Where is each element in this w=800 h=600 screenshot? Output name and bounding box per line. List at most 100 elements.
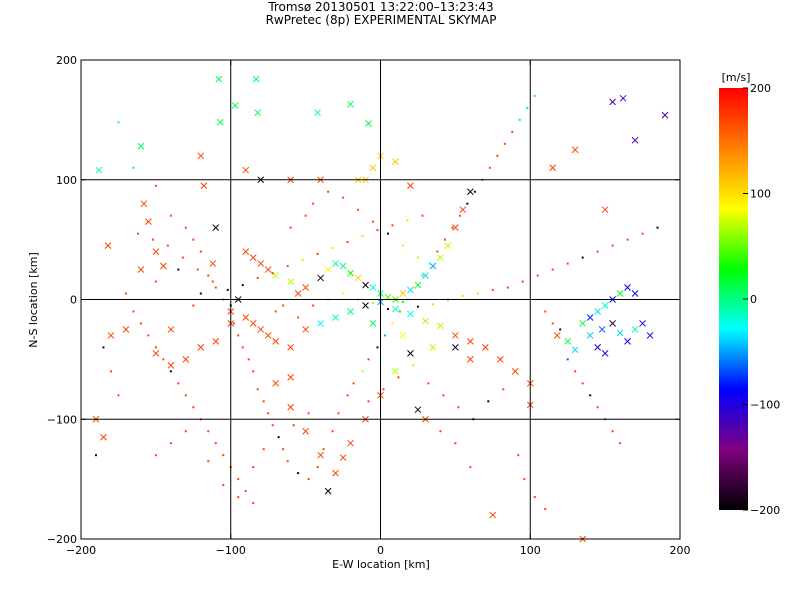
cross-stroke [564, 338, 572, 345]
data-point-cross [609, 98, 616, 106]
data-point-dot [237, 496, 240, 499]
cross-stroke [287, 278, 295, 285]
data-point-dot [132, 166, 135, 169]
data-point-dot [406, 219, 409, 222]
data-point-dot [372, 302, 375, 305]
data-point-dot [244, 490, 247, 493]
cross-stroke [619, 94, 627, 102]
data-point-cross [264, 332, 272, 339]
data-point-dot [566, 358, 569, 361]
data-point-dot [177, 382, 180, 385]
colorbar-ticks: 200 100 0 −100 −200 [743, 82, 780, 517]
data-point-dot [503, 142, 506, 145]
data-point-dot [162, 358, 165, 361]
data-point-dot [222, 454, 225, 457]
data-point-cross [392, 158, 399, 166]
colorbar-tick-label: 100 [750, 188, 771, 201]
data-point-dot [367, 358, 370, 361]
data-point-cross [362, 281, 369, 289]
cross-stroke [294, 290, 302, 297]
data-point-dot [262, 448, 265, 451]
data-point-cross [249, 320, 257, 327]
data-point-dot [551, 322, 554, 325]
data-point-cross [407, 182, 414, 190]
cross-stroke [437, 254, 444, 261]
cross-stroke [242, 314, 250, 321]
data-point-dot [626, 238, 629, 241]
chart-subtitle: RwPretec (8p) EXPERIMENTAL SKYMAP [266, 13, 497, 27]
cross-stroke [249, 320, 257, 327]
data-point-cross [365, 120, 372, 127]
data-point-dot [292, 424, 295, 427]
cross-stroke [317, 274, 324, 282]
data-point-dot [169, 214, 172, 217]
cross-stroke [242, 248, 250, 255]
data-point-cross [369, 320, 377, 327]
data-point-dot [391, 322, 394, 325]
data-point-cross [104, 242, 112, 249]
cross-stroke [631, 290, 639, 297]
data-point-cross [231, 102, 239, 109]
data-point-cross [339, 454, 347, 461]
cross-stroke [631, 136, 639, 144]
data-point-cross [182, 356, 190, 363]
data-point-dot [491, 288, 494, 291]
data-point-cross [616, 329, 624, 337]
data-point-dot [147, 334, 150, 337]
data-point-cross [481, 344, 489, 351]
data-point-dot [518, 118, 521, 121]
data-point-cross [609, 320, 616, 327]
data-point-cross [399, 332, 407, 339]
data-point-cross [264, 266, 272, 273]
data-point-dot [431, 303, 434, 306]
data-point-dot [331, 247, 334, 250]
data-point-dot [184, 394, 187, 397]
grid-lines [81, 60, 680, 539]
colorbar-tick-label: −200 [750, 504, 780, 517]
data-point-dot [327, 190, 330, 193]
data-point-cross [452, 224, 459, 232]
data-point-dot [436, 250, 439, 253]
data-point-cross [287, 403, 295, 411]
cross-stroke [601, 206, 609, 214]
data-point-dot [184, 226, 187, 229]
data-point-dot [372, 220, 375, 223]
data-point-dot [312, 202, 315, 205]
cross-stroke [369, 284, 377, 291]
cross-stroke [452, 224, 459, 232]
cross-stroke [302, 326, 309, 333]
data-point-dot [94, 454, 97, 457]
data-point-dot [331, 430, 334, 433]
cross-stroke [339, 262, 347, 270]
cross-stroke [369, 320, 377, 327]
y-tick-label: −100 [47, 413, 77, 426]
data-point-cross [553, 332, 561, 339]
cross-stroke [609, 320, 616, 327]
x-tick-label: −100 [216, 544, 246, 557]
data-point-cross [594, 344, 601, 351]
data-point-dot [282, 304, 285, 307]
y-tick-label: 100 [56, 174, 77, 187]
cross-stroke [452, 332, 459, 339]
data-point-cross [624, 338, 631, 345]
data-point-dot [442, 394, 445, 397]
data-point-dot [304, 214, 307, 217]
cross-stroke [209, 260, 217, 267]
cross-stroke [339, 454, 347, 461]
data-point-dot [192, 238, 195, 241]
data-point-dot [469, 466, 472, 469]
cross-stroke [347, 100, 354, 108]
cross-stroke [549, 164, 557, 172]
data-point-cross [564, 338, 572, 345]
data-point-cross [347, 269, 354, 277]
cross-stroke [392, 305, 399, 313]
cross-stroke [272, 338, 280, 345]
data-point-cross [586, 332, 594, 339]
data-point-dot [117, 394, 120, 397]
data-point-cross [317, 274, 324, 282]
data-point-cross [619, 94, 627, 102]
colorbar-tick-label: −100 [750, 399, 780, 412]
data-point-cross [489, 511, 497, 519]
data-point-dot [559, 328, 562, 331]
cross-stroke [399, 290, 407, 297]
